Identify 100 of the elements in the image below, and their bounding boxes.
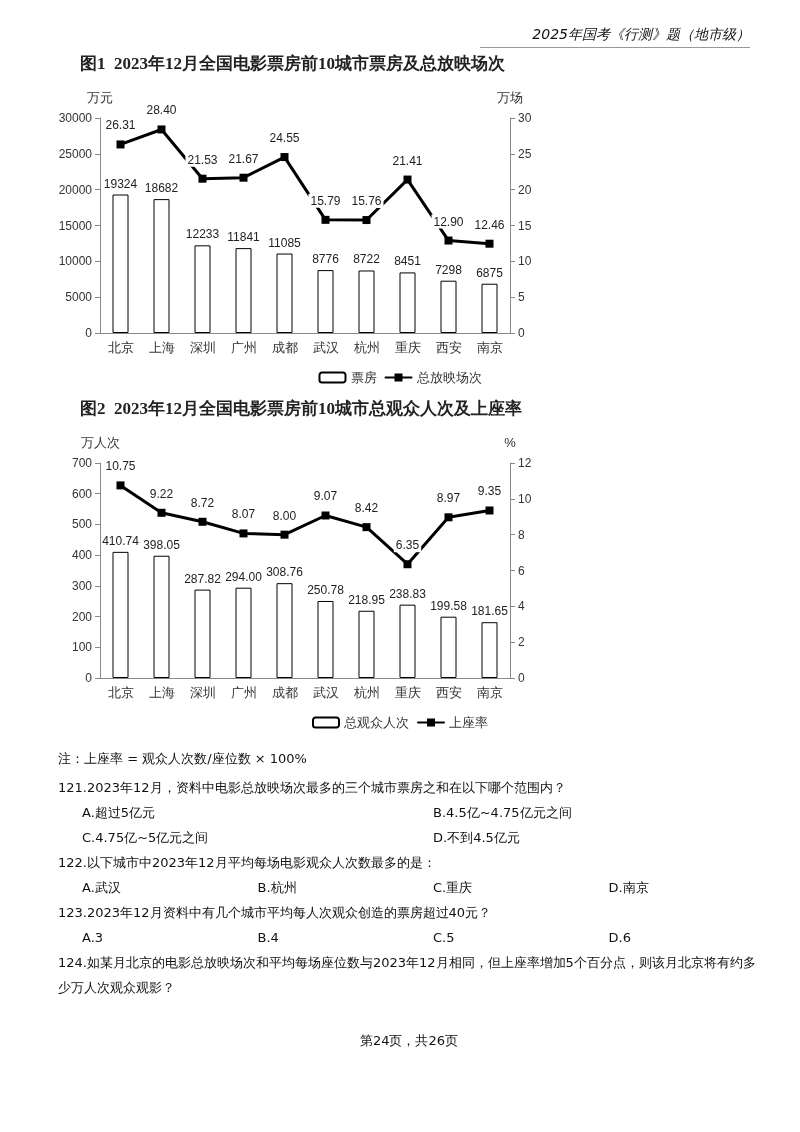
y-axis-title: 万人次	[80, 435, 120, 450]
data-label: 26.31	[105, 118, 136, 133]
data-label: 6.35	[395, 538, 420, 553]
data-label: 12233	[185, 227, 220, 242]
point	[444, 236, 453, 245]
text: 123.2023年12月资料中有几个城市平均每人次观众创造的票房超过40元？	[58, 904, 493, 922]
bar	[481, 283, 498, 333]
text: B.杭州	[256, 879, 298, 897]
x-tick-label: 西安	[435, 685, 462, 700]
point	[444, 513, 453, 522]
bar	[194, 245, 211, 333]
data-label: 12.90	[433, 214, 464, 229]
text: 第24页，共26页	[358, 1032, 460, 1050]
text: A.3	[81, 929, 105, 947]
data-label: 9.35	[477, 484, 502, 499]
y-tick-label: 100	[71, 640, 93, 655]
x-tick-label: 上海	[148, 340, 175, 355]
x-tick-label: 深圳	[189, 685, 216, 700]
data-label: 308.76	[266, 565, 304, 580]
data-label: 181.65	[471, 604, 509, 619]
bar	[112, 194, 129, 333]
point	[321, 215, 330, 224]
text: A.超过5亿元	[81, 804, 157, 822]
text: B.4.5亿~4.75亿元之间	[432, 804, 573, 822]
x-tick-label: 武汉	[312, 340, 339, 355]
x-tick-label: 西安	[435, 340, 462, 355]
data-label: 8.97	[436, 491, 461, 506]
x-tick-label: 武汉	[312, 685, 339, 700]
y2-tick-label: 30	[518, 111, 532, 125]
x-tick-label: 深圳	[189, 340, 216, 355]
bar	[399, 604, 416, 678]
data-label: 199.58	[430, 598, 468, 613]
data-label: 21.53	[187, 152, 218, 167]
bar	[112, 551, 129, 678]
bar	[153, 199, 170, 333]
y-tick-label: 15000	[58, 218, 93, 233]
y-tick-label: 10000	[58, 254, 93, 269]
bar	[235, 248, 252, 333]
data-label: 15.79	[310, 193, 341, 208]
y-tick-label: 300	[71, 578, 93, 593]
data-label: 15.76	[351, 194, 382, 209]
x-tick-label: 成都	[271, 685, 298, 700]
point	[403, 175, 412, 184]
y2-tick-label: 6	[518, 563, 525, 578]
y-axis-title: 万元	[87, 90, 113, 105]
bar	[235, 587, 252, 678]
bar	[194, 589, 211, 678]
bar	[358, 270, 375, 333]
y2-tick-label: 8	[518, 527, 525, 542]
y-tick-label: 500	[71, 517, 93, 532]
data-label: 287.82	[184, 571, 222, 586]
point	[485, 239, 494, 248]
y2-tick-label: 25	[518, 146, 532, 161]
text: 124.如某月北京的电影总放映场次和平均每场座位数与2023年12月相同，但上座率增加5个百分点，则该月北京将有约多少万人次观众观影？	[58, 954, 757, 997]
y-tick-label: 5000	[65, 290, 93, 305]
text: C.5	[432, 929, 456, 947]
bar	[481, 622, 498, 678]
bar	[440, 280, 457, 333]
bar	[317, 600, 334, 678]
data-label: 250.78	[307, 582, 345, 597]
point	[321, 511, 330, 520]
legend-label: 总放映场次	[415, 370, 482, 385]
data-label: 10.75	[105, 459, 136, 474]
bar	[153, 555, 170, 678]
data-label: 12.46	[474, 217, 505, 232]
y2-tick-label: 10	[518, 254, 532, 269]
data-label: 6875	[476, 265, 504, 280]
data-label: 19324	[103, 176, 138, 191]
data-label: 18682	[144, 181, 179, 196]
x-tick-label: 北京	[107, 685, 134, 700]
data-label: 9.22	[149, 486, 174, 501]
point	[485, 506, 494, 515]
data-label: 8.72	[190, 495, 215, 510]
y-tick-label: 700	[71, 456, 93, 470]
data-label: 218.95	[348, 592, 386, 607]
x-tick-label: 重庆	[394, 340, 421, 355]
point	[198, 517, 207, 526]
y-tick-label: 20000	[58, 182, 93, 197]
bar	[276, 253, 293, 333]
x-tick-label: 广州	[230, 340, 257, 355]
text: 122.以下城市中2023年12月平均每场电影观众人次数最多的是：	[58, 854, 437, 872]
point	[362, 523, 371, 532]
data-label: 8.07	[231, 507, 256, 522]
data-label: 11085	[268, 235, 302, 250]
data-label: 8451	[394, 254, 422, 269]
data-label: 238.83	[389, 586, 427, 601]
y2-tick-label: 12	[518, 456, 532, 470]
y2-tick-label: 0	[518, 326, 525, 340]
data-label: 294.00	[225, 569, 263, 584]
point	[198, 174, 207, 183]
y-tick-label: 30000	[58, 111, 93, 125]
y2-tick-label: 4	[518, 599, 525, 614]
text: D.6	[607, 929, 632, 947]
point	[280, 530, 289, 539]
data-label: 8.00	[272, 508, 297, 523]
point	[116, 140, 125, 149]
x-tick-label: 成都	[271, 340, 298, 355]
y-tick-label: 25000	[58, 146, 93, 161]
legend-label: 总观众人次	[343, 715, 409, 730]
point	[157, 508, 166, 517]
